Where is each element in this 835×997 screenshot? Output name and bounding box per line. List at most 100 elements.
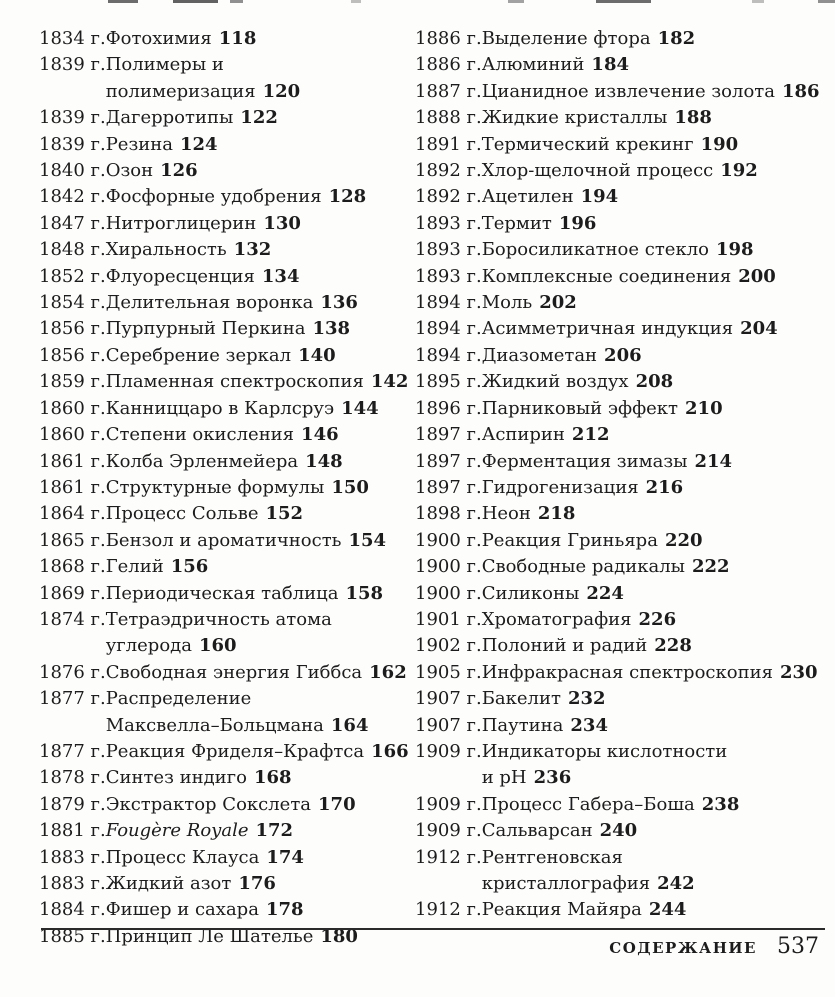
entry-text: Пурпурный Перкина 138 xyxy=(106,316,415,342)
entry-year: 1840 г. xyxy=(39,160,106,182)
entry-title: Принцип Ле Шателье xyxy=(105,925,314,947)
toc-entry: 1894 г. Асимметричная индукция 204 xyxy=(415,316,835,342)
toc-entry: 1900 г. Силиконы 224 xyxy=(415,581,835,607)
entry-page-number: 146 xyxy=(301,424,339,446)
entry-page-number: 166 xyxy=(371,740,409,762)
entry-title: Хроматография xyxy=(481,608,632,630)
toc-entry: 1859 г. Пламенная спектроскопия 142 xyxy=(39,369,415,395)
entry-text: Цианидное извлечение золота 186 xyxy=(482,79,835,105)
entry-page-number: 158 xyxy=(345,582,384,604)
toc-entry: 1887 г. Цианидное извлечение золота 186 xyxy=(415,79,835,105)
entry-page-number: 190 xyxy=(700,133,739,155)
toc-entry: 1884 г. Фишер и сахара 178 xyxy=(39,897,415,923)
toc-entry: 1897 г. Ферментация зимазы 214 xyxy=(415,449,835,475)
entry-year: 1847 г. xyxy=(39,212,106,234)
entry-text: Ферментация зимазы 214 xyxy=(482,449,835,475)
toc-entry: 1912 г. Рентгеновская кристаллография 242 xyxy=(415,845,835,898)
entry-text: Комплексные соединения 200 xyxy=(482,264,835,290)
toc-entry: 1888 г. Жидкие кристаллы 188 xyxy=(415,105,835,131)
entry-year: 1883 г. xyxy=(39,873,106,894)
entry-text: Делительная воронка 136 xyxy=(106,290,415,316)
toc-entry: 1897 г. Гидрогенизация 216 xyxy=(415,475,835,501)
toc-entry: 1896 г. Парниковый эффект 210 xyxy=(415,396,835,422)
entry-year: 1854 г. xyxy=(39,292,106,314)
entry-title: Парниковый эффект xyxy=(481,397,679,419)
entry-year: 1892 г. xyxy=(415,160,482,182)
entry-text: Флуоресценция 134 xyxy=(106,264,415,290)
toc-entry: 1892 г. Ацетилен 194 xyxy=(415,184,835,210)
entry-title: Реакция Майяра xyxy=(481,899,642,921)
entry-page-number: 156 xyxy=(170,556,209,578)
entry-page-number: 226 xyxy=(638,608,677,630)
toc-entry: 1909 г. Индикаторы кислотности и pH 236 xyxy=(415,739,835,792)
entry-title: Фосфорные удобрения xyxy=(105,186,322,208)
entry-title: Колба Эрленмейера xyxy=(105,450,299,472)
entry-year: 1869 г. xyxy=(39,582,106,604)
entry-page-number: 186 xyxy=(781,80,820,102)
entry-title: Распределение Максвелла–Больцмана xyxy=(105,688,324,736)
entry-year: 1894 г. xyxy=(415,344,482,366)
entry-year: 1901 г. xyxy=(415,608,482,630)
entry-year: 1909 г. xyxy=(415,740,482,762)
entry-title: Алюминий xyxy=(481,54,585,76)
entry-text: Моль 202 xyxy=(482,290,835,316)
entry-text: Хроматография 226 xyxy=(482,607,835,633)
entry-page-number: 150 xyxy=(331,476,369,498)
entry-year: 1886 г. xyxy=(415,54,482,76)
toc-entry: 1885 г. Принцип Ле Шателье 180 xyxy=(39,924,415,950)
entry-text: Серебрение зеркал 140 xyxy=(106,343,415,369)
entry-title: Тетраэдричность атома углерода xyxy=(105,608,332,657)
entry-page-number: 212 xyxy=(571,424,610,446)
entry-page-number: 176 xyxy=(238,873,276,894)
entry-year: 1909 г. xyxy=(415,793,482,815)
entry-text: Фосфорные удобрения 128 xyxy=(106,184,415,210)
entry-title: Жидкие кристаллы xyxy=(481,107,668,129)
toc-entry: 1874 г. Тетраэдричность атома углерода 16… xyxy=(39,607,415,660)
entry-year: 1907 г. xyxy=(415,714,482,736)
entry-text: Парниковый эффект 210 xyxy=(482,396,835,422)
entry-title: Боросиликатное стекло xyxy=(481,239,709,261)
entry-page-number: 198 xyxy=(715,239,754,261)
entry-title: Жидкий азот xyxy=(105,873,232,894)
entry-year: 1868 г. xyxy=(39,556,106,578)
footer-section-label: СОДЕРЖАНИЕ xyxy=(609,939,757,957)
toc-entry: 1854 г. Делительная воронка 136 xyxy=(39,290,415,316)
entry-text: Распределение Максвелла–Больцмана 164 xyxy=(106,686,415,739)
entry-title: Нитроглицерин xyxy=(105,212,257,234)
entry-text: Процесс Клауса 174 xyxy=(106,845,415,871)
entry-year: 1884 г. xyxy=(39,899,106,921)
toc-entry: 1894 г. Моль 202 xyxy=(415,290,835,316)
toc-entry: 1878 г. Синтез индиго 168 xyxy=(39,765,415,791)
toc-entry: 1848 г. Хиральность 132 xyxy=(39,237,415,263)
entry-title: Паутина xyxy=(481,714,564,736)
entry-year: 1888 г. xyxy=(415,107,482,129)
toc-entry: 1892 г. Хлор-щелочной процесс 192 xyxy=(415,158,835,184)
entry-title: Резина xyxy=(105,133,173,155)
entry-page-number: 172 xyxy=(255,820,294,842)
entry-year: 1856 г. xyxy=(39,318,106,340)
toc-entry: 1840 г. Озон 126 xyxy=(39,158,415,184)
entry-title: Моль xyxy=(481,292,533,314)
entry-year: 1893 г. xyxy=(415,239,482,261)
entry-year: 1909 г. xyxy=(415,820,482,842)
entry-page-number: 180 xyxy=(320,925,358,947)
entry-title: Аспирин xyxy=(481,424,565,446)
toc-entry: 1860 г. Степени окисления 146 xyxy=(39,422,415,448)
entry-text: Полоний и радий 228 xyxy=(482,633,835,659)
entry-page-number: 230 xyxy=(779,661,818,683)
entry-year: 1842 г. xyxy=(39,186,106,208)
entry-year: 1893 г. xyxy=(415,212,482,234)
entry-year: 1894 г. xyxy=(415,292,482,314)
entry-title: Бензол и ароматичность xyxy=(105,529,342,551)
entry-title: Термический крекинг xyxy=(481,133,694,155)
entry-title: Бакелит xyxy=(481,688,561,710)
entry-page-number: 206 xyxy=(604,344,642,366)
entry-title: Жидкий воздух xyxy=(481,371,629,393)
entry-year: 1865 г. xyxy=(39,529,106,551)
entry-page-number: 208 xyxy=(635,371,674,393)
toc-entry: 1839 г. Резина 124 xyxy=(39,132,415,158)
entry-year: 1879 г. xyxy=(39,793,106,815)
entry-page-number: 222 xyxy=(691,556,730,578)
entry-page-number: 124 xyxy=(180,133,218,155)
entry-text: Силиконы 224 xyxy=(482,581,835,607)
